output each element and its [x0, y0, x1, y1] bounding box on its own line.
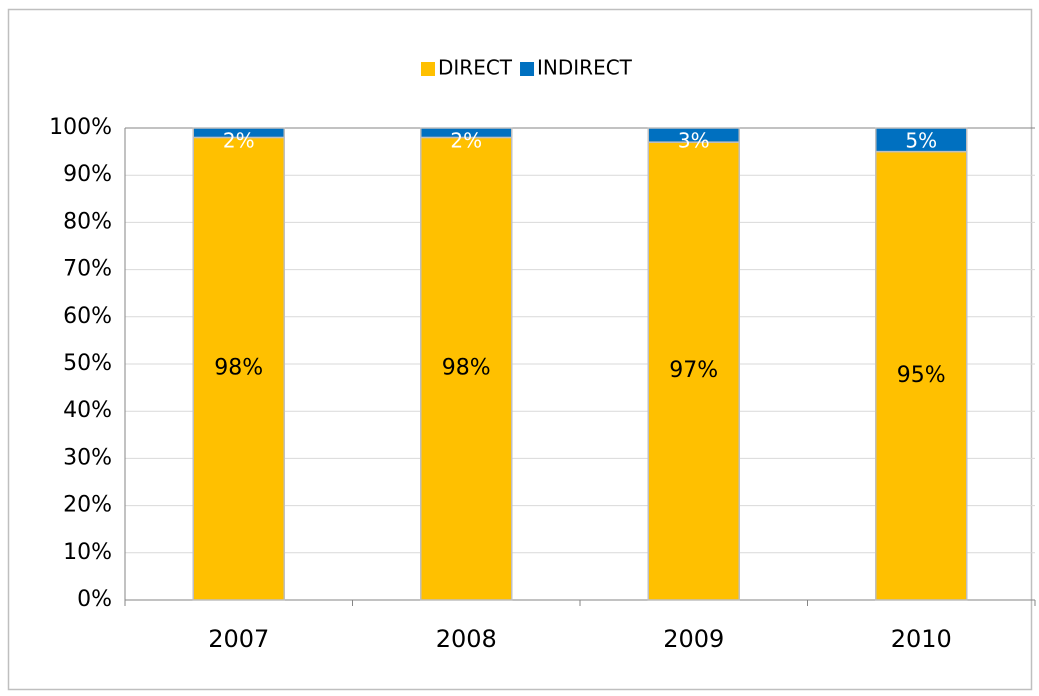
data-label: 3%	[678, 129, 710, 153]
y-tick-label: 50%	[63, 351, 112, 376]
y-tick-label: 40%	[63, 398, 112, 423]
data-label: 5%	[905, 129, 937, 153]
bar-segment	[420, 136, 513, 601]
bar-segment	[192, 136, 285, 601]
legend-swatch	[421, 62, 435, 76]
bar-segment	[875, 150, 968, 601]
legend-label: INDIRECT	[537, 56, 633, 80]
data-label: 2%	[223, 129, 255, 153]
data-label: 95%	[897, 363, 946, 388]
y-tick-label: 80%	[63, 209, 112, 234]
y-tick-label: 70%	[63, 257, 112, 282]
data-label: 98%	[442, 356, 491, 381]
y-tick-label: 60%	[63, 304, 112, 329]
data-label: 97%	[669, 358, 718, 383]
y-tick-label: 10%	[63, 540, 112, 565]
bar-segment	[647, 141, 740, 601]
x-tick-label: 2010	[891, 625, 952, 653]
bar-segment	[875, 127, 968, 153]
chart-frame	[7, 8, 1033, 691]
y-tick-label: 20%	[63, 493, 112, 518]
x-tick-label: 2009	[663, 625, 724, 653]
y-tick-label: 100%	[49, 115, 112, 140]
bar-segment	[420, 127, 513, 139]
bar-segment	[647, 127, 740, 143]
y-tick-label: 0%	[77, 587, 112, 612]
y-tick-label: 30%	[63, 445, 112, 470]
legend-swatch	[520, 62, 535, 76]
x-tick-label: 2008	[436, 625, 497, 653]
y-tick-label: 90%	[63, 162, 112, 187]
x-tick-label: 2007	[208, 625, 269, 653]
data-label: 2%	[450, 129, 482, 153]
legend-label: DIRECT	[438, 56, 513, 80]
bar-segment	[192, 127, 285, 139]
data-label: 98%	[214, 356, 263, 381]
